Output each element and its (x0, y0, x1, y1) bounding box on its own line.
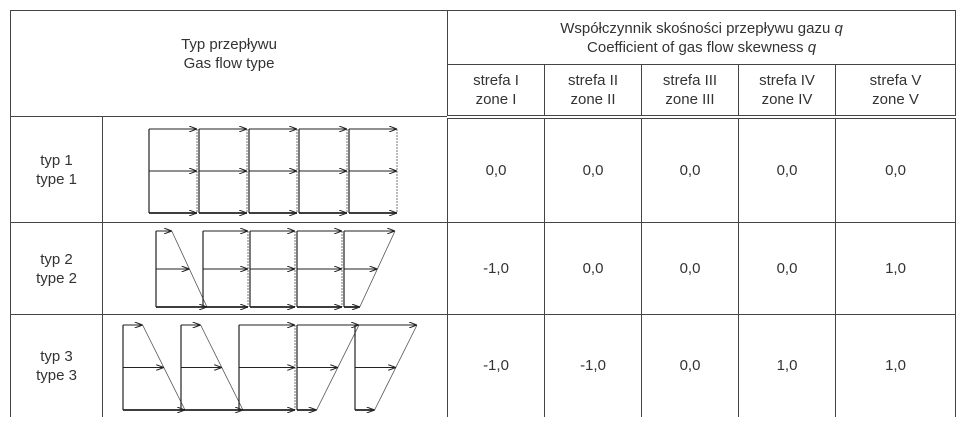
coefficient-value: -1,0 (544, 314, 642, 417)
coefficient-value: 0,0 (447, 116, 545, 223)
text: zone II (570, 90, 616, 108)
text: type 2 (36, 269, 77, 287)
coefficient-value: 0,0 (544, 222, 642, 315)
flow-diagram (122, 315, 418, 415)
diagram-cell (102, 314, 448, 417)
type-label: typ 1 type 1 (10, 116, 103, 223)
text: Coefficient of gas flow skewness (587, 38, 804, 56)
profile-edge (142, 324, 186, 411)
text: zone III (665, 90, 715, 108)
text: typ 1 (40, 151, 73, 169)
symbol: q (834, 19, 843, 37)
zone-header: strefa III zone III (641, 64, 739, 119)
data-row: typ 3 type 3 -1,0 -1,0 0,0 1,0 1,0 (10, 314, 957, 417)
text: strefa III (662, 71, 718, 89)
text: Gas flow type (183, 55, 275, 72)
text: Współczynnik skośności przepływu gazu q (448, 19, 955, 38)
coefficient-value: 0,0 (641, 314, 739, 417)
text: zone IV (761, 90, 813, 108)
coefficient-value: 0,0 (834, 116, 957, 223)
coefficient-value: -1,0 (447, 222, 545, 315)
coefficient-value: -1,0 (447, 314, 545, 417)
coefficient-value: 1,0 (834, 314, 957, 417)
text: Typ przepływu (181, 36, 277, 53)
coefficient-value: 0,0 (641, 116, 739, 223)
text: strefa IV (759, 71, 815, 89)
flow-table: Typ przepływu Gas flow type Współczynnik … (10, 10, 957, 417)
data-row: typ 1 type 1 0,0 0,0 0,0 0,0 0,0 (10, 116, 957, 223)
diagram-cell (102, 116, 448, 223)
flow-diagram (155, 223, 396, 313)
zone-header: strefa IV zone IV (738, 64, 836, 119)
text: zone V (872, 90, 919, 108)
type-label: typ 2 type 2 (10, 222, 103, 315)
coefficient-value: 1,0 (738, 314, 836, 417)
table-body: Typ przepływu Gas flow type Współczynnik … (10, 10, 957, 417)
coefficient-value: 0,0 (544, 116, 642, 223)
coefficient-value: 1,0 (834, 222, 957, 315)
type-label: typ 3 type 3 (10, 314, 103, 417)
text: type 3 (36, 366, 77, 384)
text: type 1 (36, 170, 77, 188)
zone-header: strefa II zone II (544, 64, 642, 119)
data-row: typ 2 type 2 -1,0 0,0 0,0 0,0 1,0 (10, 222, 957, 315)
diagram-cell (102, 222, 448, 315)
header-row: Typ przepływu Gas flow type Współczynnik … (10, 10, 957, 117)
flow-type-header: Typ przepływu Gas flow type (10, 10, 448, 117)
text: typ 3 (40, 347, 73, 365)
text: Współczynnik skośności przepływu gazu (560, 19, 831, 37)
coefficient-value: 0,0 (738, 116, 836, 223)
text: strefa V (869, 71, 922, 89)
flow-diagram (148, 117, 398, 221)
text: strefa I (473, 71, 519, 89)
text: Coefficient of gas flow skewness q (448, 38, 955, 57)
text: typ 2 (40, 250, 73, 268)
coefficient-value: 0,0 (641, 222, 739, 315)
text: strefa II (567, 71, 619, 89)
coefficient-value: 0,0 (738, 222, 836, 315)
symbol: q (807, 38, 817, 56)
text: zone I (475, 90, 517, 108)
